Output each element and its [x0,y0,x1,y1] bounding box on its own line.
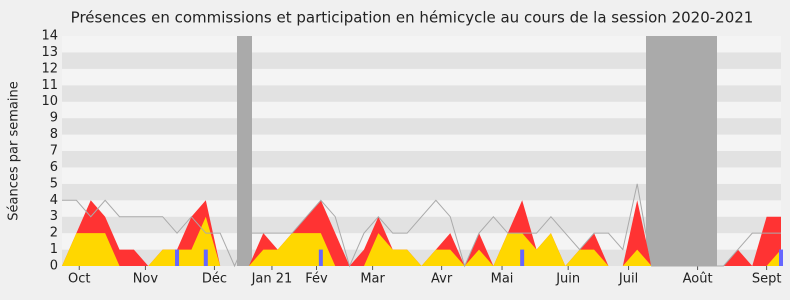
x-tick-label: Sept [752,272,782,287]
x-tick-label: Août [683,272,713,287]
bar [203,249,208,266]
x-tick-label: Fév [305,272,328,287]
area [62,200,781,266]
holiday-band [646,36,717,266]
holiday-band [237,36,252,266]
y-tick-label: 13 [41,45,58,60]
y-tick-label: 6 [50,160,58,175]
bar [520,249,525,266]
x-tick-label: Mai [491,272,514,287]
x-tick-label: Mar [360,272,385,287]
area [62,216,781,266]
y-tick-label: 0 [50,259,58,274]
x-tick-label: Oct [68,272,90,287]
y-tick-label: 11 [41,78,58,93]
bar [779,249,783,266]
y-tick-label: 8 [50,127,58,142]
line [62,183,781,268]
bar [175,249,180,266]
y-axis-label: Séances par semaine [7,81,22,220]
x-tick-label: Nov [133,272,159,287]
x-tick-label: Avr [431,272,453,287]
y-tick-label: 12 [41,61,58,76]
y-tick-label: 3 [50,209,58,224]
y-tick-label: 9 [50,111,58,126]
y-tick-label: 10 [41,94,58,109]
chart-title: Présences en commissions et participatio… [71,9,754,27]
y-tick-label: 1 [50,242,58,257]
bar [318,249,323,266]
y-tick-label: 5 [50,176,58,191]
x-tick-label: Juin [555,272,580,287]
y-tick-label: 2 [50,226,58,241]
x-tick-label: Jan 21 [251,272,293,287]
x-tick-label: Déc [202,272,227,287]
y-tick-label: 4 [50,193,58,208]
x-tick-label: Juil [618,272,638,287]
y-tick-label: 14 [41,29,58,44]
y-tick-label: 7 [50,144,58,159]
